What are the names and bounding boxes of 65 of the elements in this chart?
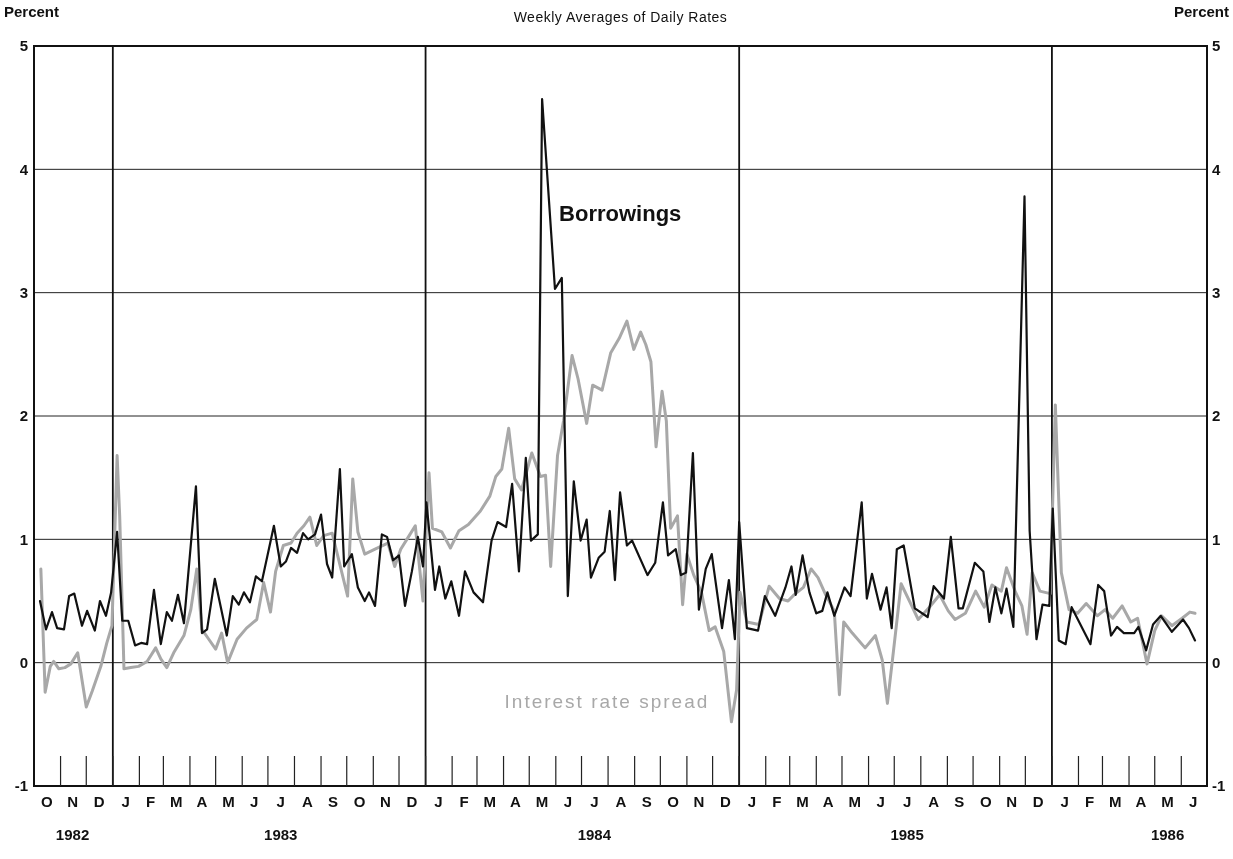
x-tick-label: J 1985	[890, 793, 924, 843]
x-tick-label: F	[1085, 793, 1095, 810]
y2-tick-label: 0	[1212, 654, 1221, 672]
y-axis-title: Percent	[4, 3, 60, 20]
y2-axis-title: Percent	[1173, 3, 1229, 20]
y-tick-label: 1	[19, 530, 28, 548]
y-tick-label: 3	[19, 284, 28, 302]
y-tick-label: 2	[19, 407, 28, 425]
x-tick-label: F	[145, 793, 156, 810]
x-tick-label: J	[1060, 793, 1069, 810]
y2-tick-label: -1	[1212, 777, 1226, 795]
x-tick-label: O	[353, 793, 366, 810]
chart-title: Weekly Averages of Daily Rates	[513, 9, 728, 25]
x-tick-label: M	[222, 793, 235, 810]
x-tick-label: M	[796, 793, 809, 810]
x-tick-label: O	[980, 793, 993, 810]
y-tick-label: 5	[19, 37, 28, 55]
series-label: Borrowings	[559, 201, 682, 227]
x-tick-label: A	[510, 793, 522, 810]
x-tick-label: M	[848, 793, 862, 810]
y-tick-label: 0	[19, 654, 28, 672]
x-tick-label: M	[169, 793, 183, 810]
x-tick-label: J	[121, 793, 130, 810]
x-tick-label: J	[876, 793, 885, 810]
y2-tick-label: 2	[1212, 407, 1221, 425]
x-tick-label: O	[41, 793, 54, 810]
y2-tick-label: 4	[1212, 160, 1221, 178]
x-tick-label: J 1984	[577, 793, 612, 843]
x-tick-label: A	[1135, 793, 1147, 810]
x-tick-label: N	[379, 793, 391, 810]
x-tick-label: A	[615, 793, 627, 810]
x-tick-label: J 1983	[264, 793, 298, 843]
x-tick-label: J	[250, 793, 259, 810]
x-tick-label: N 1982	[55, 793, 90, 843]
x-tick-label: S	[954, 793, 965, 810]
y2-tick-label: 3	[1212, 284, 1221, 302]
y2-tick-label: 5	[1212, 37, 1221, 55]
x-tick-label: S	[641, 793, 652, 810]
x-tick-label: M	[483, 793, 497, 810]
x-tick-label: F	[459, 793, 469, 810]
y-tick-label: 4	[19, 160, 29, 178]
x-tick-label: O	[667, 793, 680, 810]
series-label: Interest rate spread	[504, 691, 710, 712]
x-tick-label: M 1986	[1150, 793, 1185, 843]
x-tick-label: J	[434, 793, 443, 810]
x-tick-label: N	[1006, 793, 1018, 810]
x-tick-label: A	[822, 793, 834, 810]
x-tick-label: A	[928, 793, 940, 810]
x-tick-label: N	[693, 793, 705, 810]
y2-tick-label: 1	[1212, 530, 1221, 548]
x-tick-label: F	[772, 793, 782, 810]
x-tick-label: J	[563, 793, 572, 810]
line-series	[39, 319, 1197, 724]
x-tick-label: M	[1109, 793, 1122, 810]
x-tick-label: D	[93, 793, 105, 810]
x-tick-label: D	[720, 793, 732, 810]
x-tick-label: D	[406, 793, 418, 810]
x-tick-label: A	[301, 793, 313, 810]
y-tick-label: -1	[14, 777, 28, 795]
x-tick-label: S	[328, 793, 339, 810]
x-tick-label: M	[535, 793, 549, 810]
x-tick-label: A	[196, 793, 208, 810]
x-tick-label: J	[747, 793, 757, 810]
x-tick-label: D	[1032, 793, 1044, 810]
x-tick-label: J	[1189, 793, 1198, 810]
